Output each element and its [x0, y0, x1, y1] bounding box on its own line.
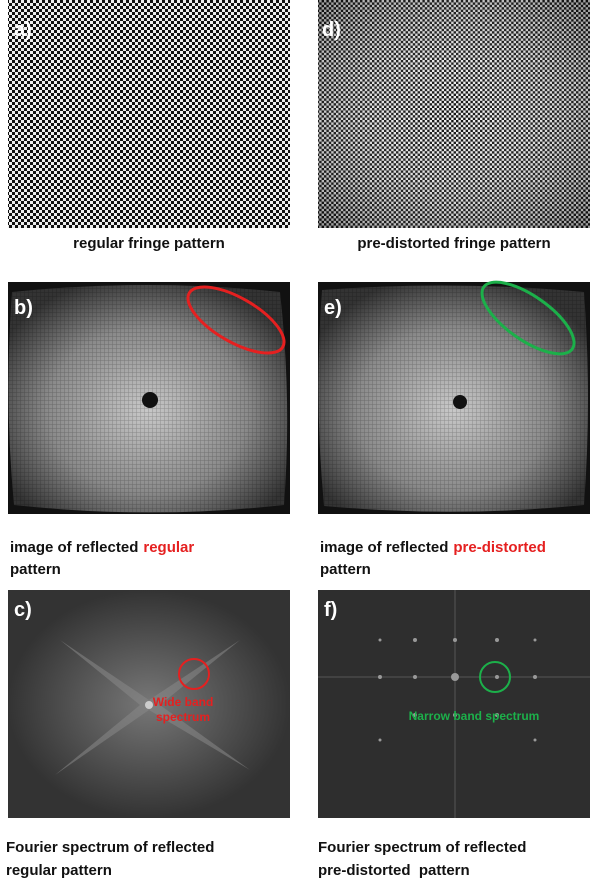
- caption-highlight: regular: [143, 539, 194, 556]
- panel-label: d): [322, 19, 341, 41]
- caption: regular pattern: [6, 862, 112, 879]
- caption: regular fringe pattern: [73, 235, 225, 252]
- caption: Fourier spectrum of reflected: [6, 839, 214, 856]
- caption-highlight: pre-distorted: [453, 539, 546, 556]
- annotation: Wide band: [153, 695, 214, 709]
- fringe-image: [8, 0, 290, 228]
- panel-label: c): [14, 599, 32, 621]
- caption-text: image of reflected: [10, 539, 138, 556]
- panel-label: e): [324, 297, 342, 319]
- caption: pre-distorted pattern: [318, 862, 470, 879]
- panel-label: a): [14, 19, 32, 41]
- spectrum: [318, 590, 590, 818]
- grid-overlay: [318, 285, 588, 511]
- caption: image of reflected regular: [10, 539, 194, 556]
- caption: pre-distorted fringe pattern: [357, 235, 550, 252]
- spot: [142, 392, 158, 408]
- caption: pattern: [320, 561, 371, 578]
- caption: image of reflected pre-distorted: [320, 539, 546, 556]
- shade: [318, 0, 590, 228]
- panel-label: f): [324, 599, 337, 621]
- annotation: spectrum: [156, 710, 210, 724]
- caption-text: image of reflected: [320, 539, 448, 556]
- figure: a) regular fringe pattern d) pre-distort…: [0, 0, 608, 882]
- caption: pattern: [10, 561, 61, 578]
- page: a) regular fringe pattern d) pre-distort…: [0, 0, 608, 882]
- panel-label: b): [14, 297, 33, 319]
- spot: [453, 395, 467, 409]
- caption: Fourier spectrum of reflected: [318, 839, 526, 856]
- annotation: Narrow band spectrum: [409, 709, 540, 723]
